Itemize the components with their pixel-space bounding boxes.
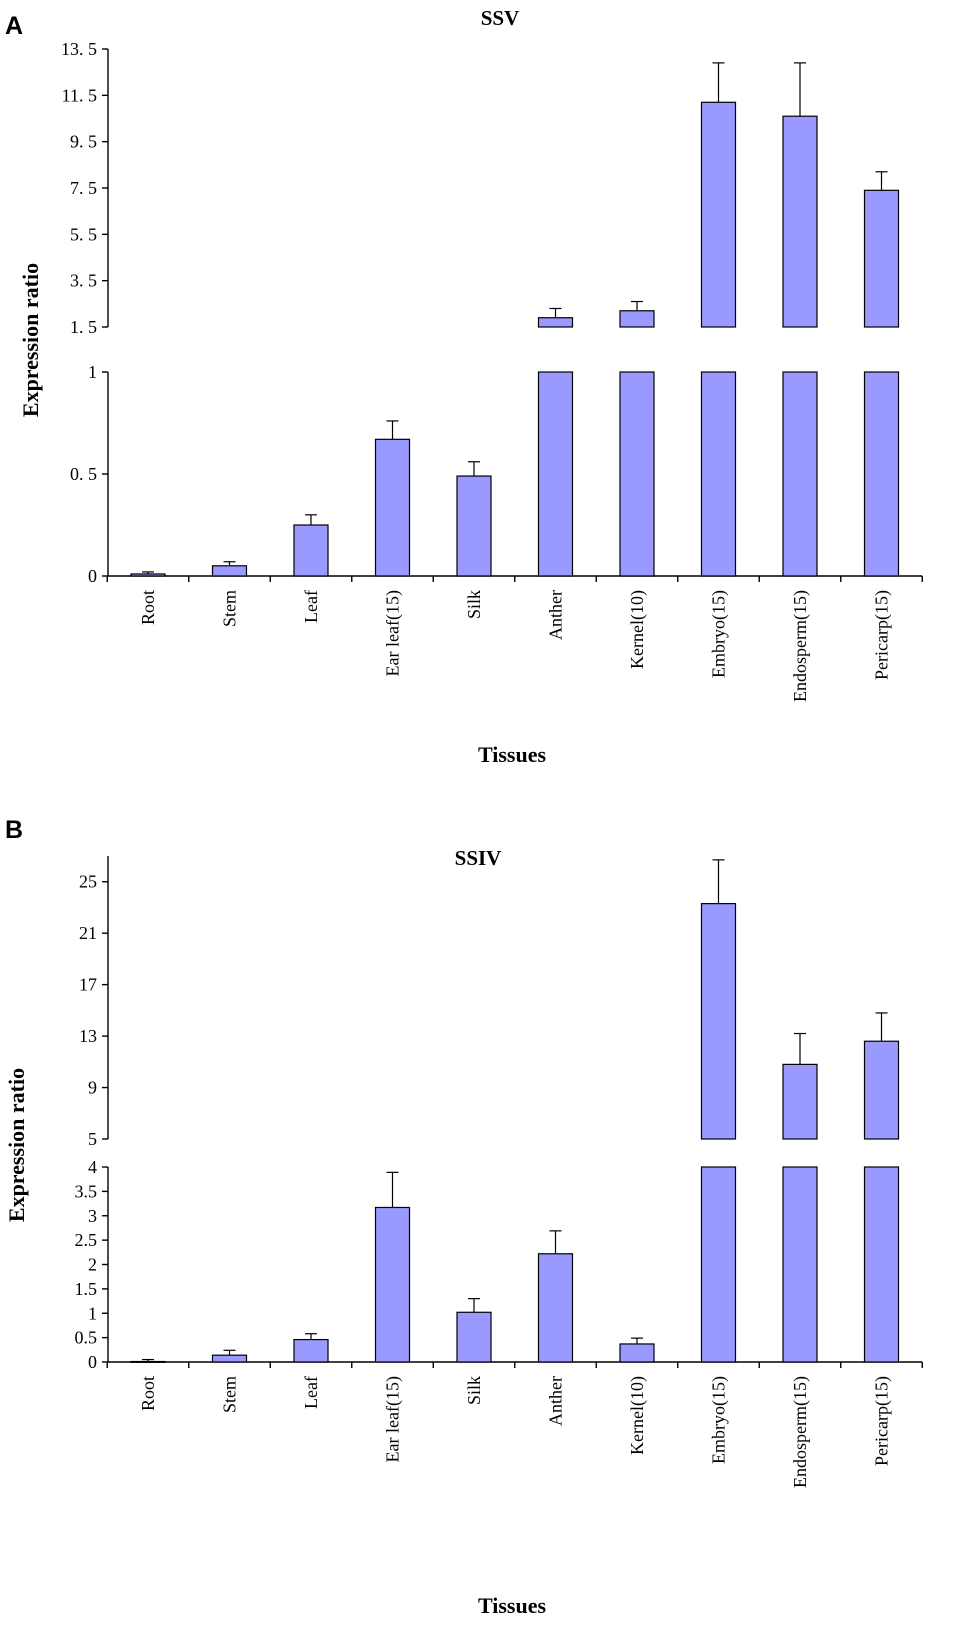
y-tick-label: 0. 5 — [70, 464, 97, 484]
category-label: Embryo(15) — [709, 1376, 730, 1464]
bar-0 — [130, 1360, 166, 1363]
bar-8-lower — [782, 371, 818, 577]
y-tick-label: 1 — [88, 362, 97, 382]
bar-1 — [211, 565, 248, 577]
category-label: Anther — [546, 1376, 566, 1426]
category-label: Silk — [464, 590, 484, 619]
category-label: Root — [138, 1376, 158, 1411]
y-tick-label: 25 — [79, 872, 97, 892]
y-tick-label: 0 — [88, 566, 97, 586]
category-label: Kernel(10) — [627, 590, 648, 669]
bar-9-upper — [863, 189, 900, 328]
y-axis-title: Expression ratio — [4, 1068, 29, 1222]
y-tick-label: 1.5 — [75, 1279, 98, 1299]
bar-8-lower — [782, 1166, 818, 1363]
chart-title: SSIV — [455, 846, 502, 870]
bar-6-lower — [619, 371, 655, 577]
y-tick-label: 1 — [88, 1303, 97, 1323]
category-label: Stem — [220, 590, 240, 627]
y-tick-label: 5. 5 — [70, 224, 97, 244]
y-tick-label: 1. 5 — [70, 317, 97, 337]
y-tick-label: 13. 5 — [61, 39, 97, 59]
bar-6 — [619, 1343, 655, 1363]
bar-9-lower — [863, 1166, 900, 1363]
bar-3 — [374, 438, 411, 577]
bar-4 — [456, 1311, 492, 1363]
y-tick-label: 11. 5 — [62, 85, 97, 105]
category-label: Silk — [464, 1376, 484, 1405]
bar-6-upper — [619, 310, 655, 328]
bar-7-lower — [700, 1166, 737, 1363]
y-tick-label: 0.5 — [75, 1328, 98, 1348]
bar-5 — [537, 1253, 574, 1363]
y-tick-label: 21 — [79, 923, 97, 943]
bar-2 — [293, 524, 329, 577]
bar-7-upper — [700, 101, 737, 328]
category-label: Kernel(10) — [627, 1376, 648, 1455]
y-axis-title: Expression ratio — [18, 263, 43, 417]
y-tick-label: 3. 5 — [70, 271, 97, 291]
y-tick-label: 7. 5 — [70, 178, 97, 198]
bar-5-upper — [537, 317, 574, 328]
bar-8-upper — [782, 115, 818, 328]
bar-4 — [456, 475, 492, 577]
category-label: Pericarp(15) — [872, 590, 893, 680]
category-label: Endosperm(15) — [790, 590, 811, 702]
category-label: Leaf — [301, 590, 321, 623]
bar-7-upper — [700, 902, 737, 1140]
y-tick-label: 13 — [79, 1026, 97, 1046]
y-tick-label: 17 — [79, 975, 97, 995]
category-label: Root — [138, 590, 158, 625]
bar-8-upper — [782, 1063, 818, 1140]
bar-1 — [211, 1354, 248, 1363]
y-tick-label: 3 — [88, 1206, 97, 1226]
panel-letter-b: B — [5, 816, 23, 844]
y-tick-label: 5 — [88, 1129, 97, 1149]
bar-2 — [293, 1338, 329, 1363]
bar-0 — [130, 573, 166, 577]
category-label: Ear leaf(15) — [383, 590, 404, 676]
panel-letter-a: A — [5, 12, 23, 40]
bar-3 — [374, 1206, 411, 1363]
y-tick-label: 2 — [88, 1255, 97, 1275]
category-label: Pericarp(15) — [872, 1376, 893, 1466]
y-tick-label: 4 — [88, 1157, 97, 1177]
category-label: Embryo(15) — [709, 590, 730, 678]
category-label: Endosperm(15) — [790, 1376, 811, 1488]
bar-5-lower — [537, 371, 574, 577]
category-label: Anther — [546, 590, 566, 640]
category-label: Leaf — [301, 1376, 321, 1409]
y-tick-label: 9. 5 — [70, 132, 97, 152]
chart-ssiv: SSIV 0 0.5 1 1.5 2 2.5 3 3.5 4 5 9 13 17 21 25 Root Stem L… — [4, 846, 923, 1618]
y-tick-label: 9 — [88, 1078, 97, 1098]
y-tick-label: 3.5 — [75, 1181, 98, 1201]
x-axis-title: Tissues — [478, 1593, 547, 1618]
bar-7-lower — [700, 371, 737, 577]
bar-9-upper — [863, 1040, 900, 1140]
bar-9-lower — [863, 371, 900, 577]
x-axis-title: Tissues — [478, 742, 547, 767]
y-tick-label: 2.5 — [75, 1230, 98, 1250]
category-label: Ear leaf(15) — [383, 1376, 404, 1462]
category-label: Stem — [220, 1376, 240, 1413]
chart-title: SSV — [481, 6, 520, 30]
y-tick-label: 0 — [88, 1352, 97, 1372]
